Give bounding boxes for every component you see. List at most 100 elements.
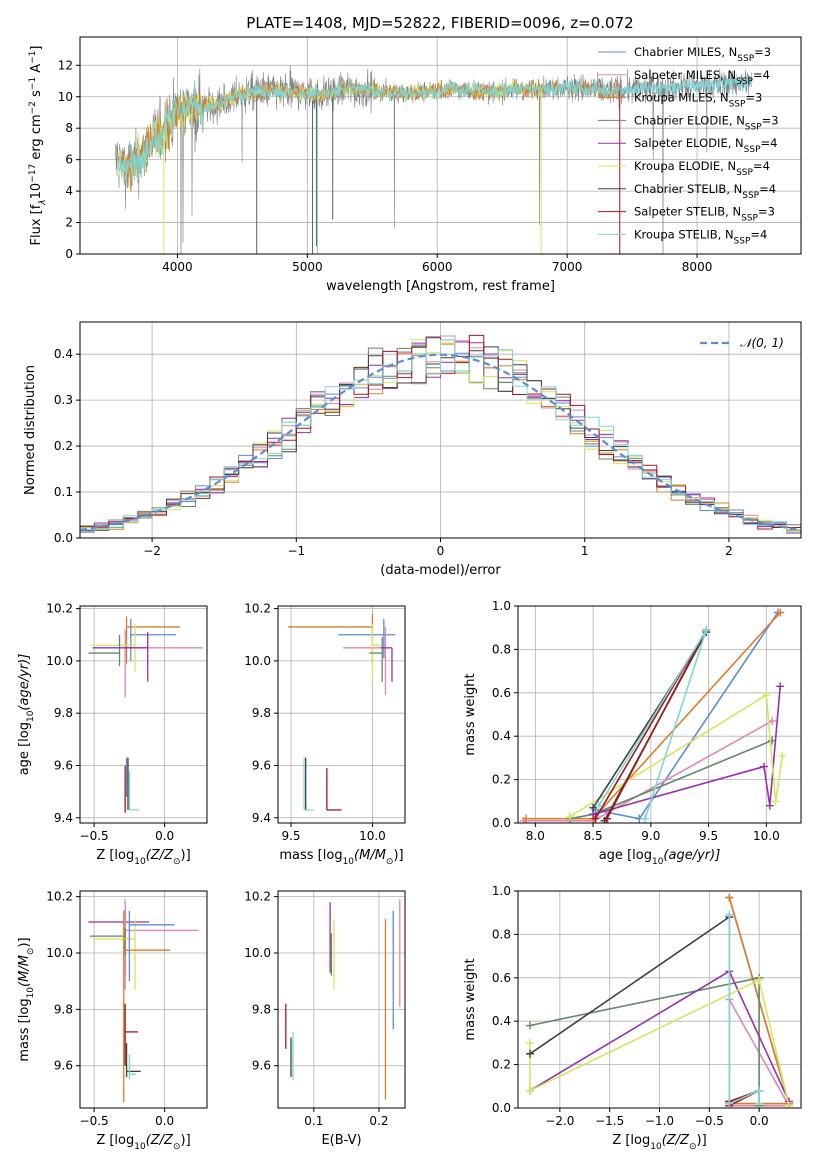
label-part: Kroupa ELODIE,	[634, 159, 727, 173]
label-part: )]	[393, 848, 403, 863]
y-tick-label: 9.8	[54, 706, 73, 720]
label-part: ⊙	[173, 1142, 181, 1152]
mass_vs_EBV-panel: 0.1 0.2 9.6 9.8 10.0 10.2 E(B-V)	[244, 890, 406, 1148]
weight-marker	[641, 814, 650, 823]
label-part: −1	[28, 77, 38, 90]
model-spectrum	[118, 73, 752, 189]
x-tick-label: −1.5	[595, 1114, 624, 1128]
spectrum-plot-area	[114, 65, 752, 254]
legend-entry: Kroupa ELODIE, NSSP=4	[634, 159, 770, 178]
observed-spectrum	[114, 65, 752, 254]
label-part: =4	[753, 159, 770, 173]
label-part: Kroupa STELIB,	[634, 227, 725, 241]
label-part: =3	[758, 205, 775, 219]
label-part: mass [log	[279, 848, 342, 863]
age_vs_mass-frame	[277, 605, 406, 824]
y-tick-label: 9.6	[54, 758, 73, 772]
weight_vs_age-panel: 8.0 8.5 9.0 9.5 10.0 0.0 0.2 0.4 0.6 0.8 1.0 age [l…	[463, 599, 802, 867]
x-tick-label: 10.0	[359, 829, 386, 843]
label-part: (M/M	[354, 848, 386, 863]
residuals-ylabel: Normed distribution	[23, 365, 38, 495]
weight-marker	[725, 893, 734, 902]
x-tick-label: −0.5	[695, 1114, 724, 1128]
legend-entry: 𝒩(0, 1)	[740, 336, 784, 350]
age_vs_mass-plot-area	[287, 613, 396, 811]
label-part: N	[732, 205, 741, 219]
x-tick-label: −0.5	[80, 829, 109, 843]
y-tick-label: 8	[65, 121, 73, 135]
legend-entry: Salpeter ELODIE, NSSP=4	[634, 136, 777, 155]
x-tick-label: 5000	[292, 260, 323, 274]
x-tick-label: 8000	[682, 260, 713, 274]
label-part: mass weight	[463, 958, 478, 1040]
label-part: Chabrier STELIB,	[634, 182, 734, 196]
x-tick-label: 10.0	[753, 829, 780, 843]
age_vs_Z-frame	[79, 605, 208, 824]
weight-marker	[525, 1021, 534, 1030]
label-part: SSP	[744, 145, 761, 155]
y-tick-label: 0.6	[492, 686, 511, 700]
label-part: mass weight	[463, 673, 478, 755]
x-tick-label: 0.2	[369, 1114, 388, 1128]
label-part: ⊙	[689, 1142, 697, 1152]
label-part: =4	[750, 227, 767, 241]
label-part: ⊙	[26, 948, 36, 956]
label-part: mass [log	[17, 998, 32, 1061]
label-part: Kroupa MILES,	[634, 91, 720, 105]
label-part: N	[727, 68, 736, 82]
legend-entry: Kroupa STELIB, NSSP=4	[634, 227, 767, 246]
spectrum-ylabel: Flux [fλ10−17 erg cm−2 s−1 A−1]	[28, 46, 48, 246]
label-part: Z [log	[96, 848, 134, 863]
y-tick-label: 0.6	[492, 971, 511, 985]
mass_vs_EBV-grid	[278, 891, 405, 1108]
weight-marker	[776, 682, 785, 691]
label-part: N	[727, 159, 736, 173]
y-tick-label: 10.2	[244, 602, 271, 616]
mass_vs_Z-panel: −0.5 0.09.69.810.010.2Z [log10(Z/Z⊙)]mass…	[17, 890, 208, 1152]
weight_vs_Z-ylabel: mass weight	[463, 958, 478, 1040]
age_vs_mass-panel: 9.5 10.0 9.4 9.6 9.8 10.0 10.2 mass [log10(M/M⊙…	[244, 602, 406, 867]
label-part: −2	[28, 101, 38, 114]
label-part: =4	[761, 136, 778, 150]
x-tick-label: 6000	[422, 260, 453, 274]
y-tick-label: 0.0	[492, 816, 511, 830]
x-tick-label: 0.1	[304, 1114, 323, 1128]
x-tick-label: 0.0	[155, 1114, 174, 1128]
weight-marker	[755, 1086, 764, 1095]
legend-entry: Salpeter MILES, NSSP=4	[634, 68, 770, 87]
weight-marker	[594, 801, 603, 810]
age_vs_Z-grid	[80, 606, 207, 823]
x-tick-label: 1	[581, 544, 589, 558]
weight-line	[569, 693, 784, 818]
label-part: (Z/Z	[146, 848, 174, 863]
label-part: =3	[745, 91, 762, 105]
label-part: )]	[181, 848, 191, 863]
weight-marker	[760, 762, 769, 771]
y-tick-label: 9.8	[54, 1002, 73, 1016]
label-part: 10	[343, 857, 355, 867]
figure-title: PLATE=1408, MJD=52822, FIBERID=0096, z=0…	[246, 14, 633, 32]
x-tick-label: 9.0	[641, 829, 660, 843]
label-part: E(B-V)	[321, 1133, 361, 1148]
x-tick-label: −2.0	[545, 1114, 574, 1128]
x-tick-label: 0	[437, 544, 445, 558]
weight-marker	[702, 625, 711, 634]
x-tick-label: −2	[143, 544, 161, 558]
spectrum-panel: 4000 5000 6000 7000 8000 0 2 4 6 8 10 12 Chabrier MI…	[28, 36, 802, 294]
x-tick-label: 0.0	[155, 829, 174, 843]
label-part: erg cm	[29, 114, 44, 163]
weight-marker	[725, 1099, 734, 1108]
label-part: SSP	[737, 54, 754, 64]
label-part: 10	[650, 1142, 662, 1152]
y-tick-label: 0.4	[492, 1014, 511, 1028]
label-part: SSP	[741, 214, 758, 224]
weight_vs_age-grid	[518, 605, 801, 824]
residual-histogram	[80, 339, 801, 533]
y-tick-label: 9.6	[54, 1059, 73, 1073]
x-tick-label: −1	[287, 544, 305, 558]
residuals-frame	[79, 321, 802, 539]
weight-marker	[525, 1038, 534, 1047]
x-tick-label: 7000	[552, 260, 583, 274]
y-tick-label: 0.8	[492, 927, 511, 941]
label-part: SSP	[742, 191, 759, 201]
